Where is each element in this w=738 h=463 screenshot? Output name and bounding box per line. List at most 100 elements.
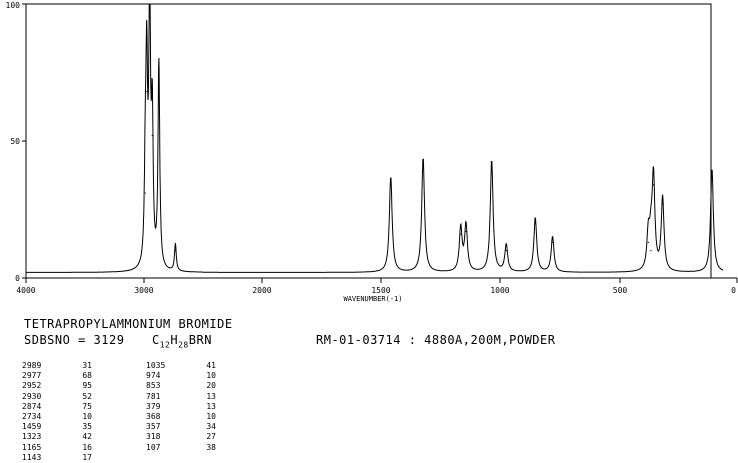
peak-table-row: 2977 68 bbox=[22, 371, 92, 381]
peak-table-row: 974 10 bbox=[146, 371, 216, 381]
plot-frame bbox=[25, 3, 737, 279]
molecular-formula: C12H28BRN bbox=[152, 333, 212, 349]
peak-wavenumber: 1323 bbox=[22, 432, 42, 442]
spectrum-peak bbox=[422, 162, 424, 164]
x-tick-label: 1000 bbox=[490, 286, 509, 295]
x-axis-label: WAVENUMBER(-1) bbox=[343, 295, 402, 303]
peak-intensity: 10 bbox=[82, 412, 92, 422]
peak-wavenumber: 2977 bbox=[22, 371, 42, 381]
peak-wavenumber: 853 bbox=[146, 381, 161, 391]
peak-intensity: 31 bbox=[82, 361, 92, 370]
sample-info: RM-01-03714 : 4880A,200M,POWDER bbox=[316, 333, 556, 347]
spectrum-peak bbox=[146, 91, 148, 93]
peak-intensity: 16 bbox=[82, 442, 92, 452]
spectrum-peak bbox=[647, 241, 649, 243]
peak-intensity: 41 bbox=[206, 361, 216, 370]
spectrum-peak bbox=[149, 17, 151, 19]
peak-wavenumber: 2734 bbox=[22, 412, 42, 422]
peak-table-row: 107 38 bbox=[146, 443, 216, 453]
formula-c: C bbox=[152, 333, 160, 347]
peak-table-row: 318 27 bbox=[146, 432, 216, 442]
spectrum-peak bbox=[551, 241, 554, 243]
spectrum-peak bbox=[151, 134, 153, 137]
peak-intensity: 10 bbox=[206, 371, 216, 381]
peak-table-row: 853 20 bbox=[146, 381, 216, 391]
peak-wavenumber: 318 bbox=[146, 432, 161, 442]
x-tick-label: 500 bbox=[613, 286, 628, 295]
peak-intensity: 68 bbox=[82, 371, 92, 381]
peak-table-row: 357 34 bbox=[146, 422, 216, 432]
formula-h: H bbox=[170, 333, 179, 347]
peak-table-row: 368 10 bbox=[146, 412, 216, 422]
peak-wavenumber: 781 bbox=[146, 391, 161, 401]
peak-wavenumber: 2930 bbox=[22, 391, 42, 401]
spectrum-peak bbox=[460, 233, 462, 235]
spectrum-peak bbox=[174, 250, 176, 252]
x-tick-label: 1500 bbox=[371, 286, 390, 295]
plot-border bbox=[25, 3, 712, 279]
y-tick-label: 100 bbox=[6, 1, 21, 10]
peak-wavenumber: 368 bbox=[146, 412, 161, 422]
compound-name: TETRAPROPYLAMMONIUM BROMIDE bbox=[24, 317, 233, 331]
spectrum-peak bbox=[158, 71, 160, 74]
peak-wavenumber: 1165 bbox=[22, 442, 42, 452]
peak-intensity: 27 bbox=[206, 432, 216, 442]
formula-c-count: 12 bbox=[159, 340, 171, 350]
y-tick-label: 0 bbox=[15, 274, 20, 283]
x-tick-label: 4000 bbox=[16, 286, 35, 295]
peak-wavenumber: 2952 bbox=[22, 381, 42, 391]
spectrum-peak bbox=[505, 250, 507, 252]
spectrum-peak bbox=[465, 230, 467, 233]
spectrum-line bbox=[26, 3, 724, 273]
peak-wavenumber: 2989 bbox=[22, 361, 42, 370]
peak-intensity: 75 bbox=[82, 401, 92, 411]
spectrum-peak bbox=[650, 250, 652, 252]
spectrum-peak bbox=[652, 184, 655, 186]
x-tick-label: 2000 bbox=[252, 286, 271, 295]
peak-table-row: 2734 10 bbox=[22, 412, 92, 422]
peak-table-column-1: 2989 31 2977 68 2952 95 2930 52 2874 75 2734 10 1459… bbox=[22, 361, 92, 463]
peak-intensity: 10 bbox=[206, 412, 216, 422]
peak-intensity: 13 bbox=[206, 391, 216, 401]
peak-intensity: 34 bbox=[206, 422, 216, 432]
peak-table-column-2: 1035 41 974 10 853 20 781 13 379 13 368 10 357 34 318 2… bbox=[146, 361, 216, 453]
peak-table-row: 1165 16 bbox=[22, 443, 92, 453]
x-tick-label: 3000 bbox=[134, 286, 153, 295]
peak-intensity: 52 bbox=[82, 391, 92, 401]
peak-wavenumber: 379 bbox=[146, 401, 161, 411]
peak-table-row: 379 13 bbox=[146, 402, 216, 412]
spectrum-peak bbox=[661, 203, 664, 205]
peak-table-row: 2989 31 bbox=[22, 361, 92, 371]
peak-table-row: 2874 75 bbox=[22, 402, 92, 412]
spectrum-peak bbox=[390, 181, 392, 183]
peak-table-row: 1459 35 bbox=[22, 422, 92, 432]
peak-intensity: 95 bbox=[82, 381, 92, 391]
formula-h-count: 28 bbox=[178, 340, 189, 350]
formula-rest: BRN bbox=[188, 333, 212, 347]
peak-intensity: 17 bbox=[82, 452, 92, 462]
peak-wavenumber: 1459 bbox=[22, 422, 42, 432]
spectrum-peak bbox=[711, 173, 713, 175]
peak-intensity: 35 bbox=[82, 422, 92, 432]
peak-wavenumber: 1143 bbox=[22, 452, 42, 462]
peak-intensity: 13 bbox=[206, 401, 216, 411]
peak-table-row: 1143 17 bbox=[22, 453, 92, 463]
peak-intensity: 42 bbox=[82, 432, 92, 442]
peak-marks bbox=[144, 17, 713, 252]
peak-wavenumber: 1035 bbox=[146, 361, 166, 370]
sdbs-number: SDBSNO = 3129 bbox=[24, 333, 125, 347]
peak-wavenumber: 107 bbox=[146, 442, 161, 452]
peak-intensity: 20 bbox=[206, 381, 216, 391]
peak-wavenumber: 2874 bbox=[22, 401, 42, 411]
y-tick-label: 50 bbox=[10, 137, 20, 146]
x-tick-label: 0 bbox=[731, 286, 736, 295]
spectrum-peak bbox=[144, 192, 146, 194]
peak-table-row: 781 13 bbox=[146, 392, 216, 402]
peak-wavenumber: 357 bbox=[146, 422, 161, 432]
spectrum-peak bbox=[491, 165, 493, 167]
peak-table-row: 1035 41 bbox=[146, 361, 216, 371]
peak-wavenumber: 974 bbox=[146, 371, 161, 381]
peak-table-row: 2952 95 bbox=[22, 381, 92, 391]
